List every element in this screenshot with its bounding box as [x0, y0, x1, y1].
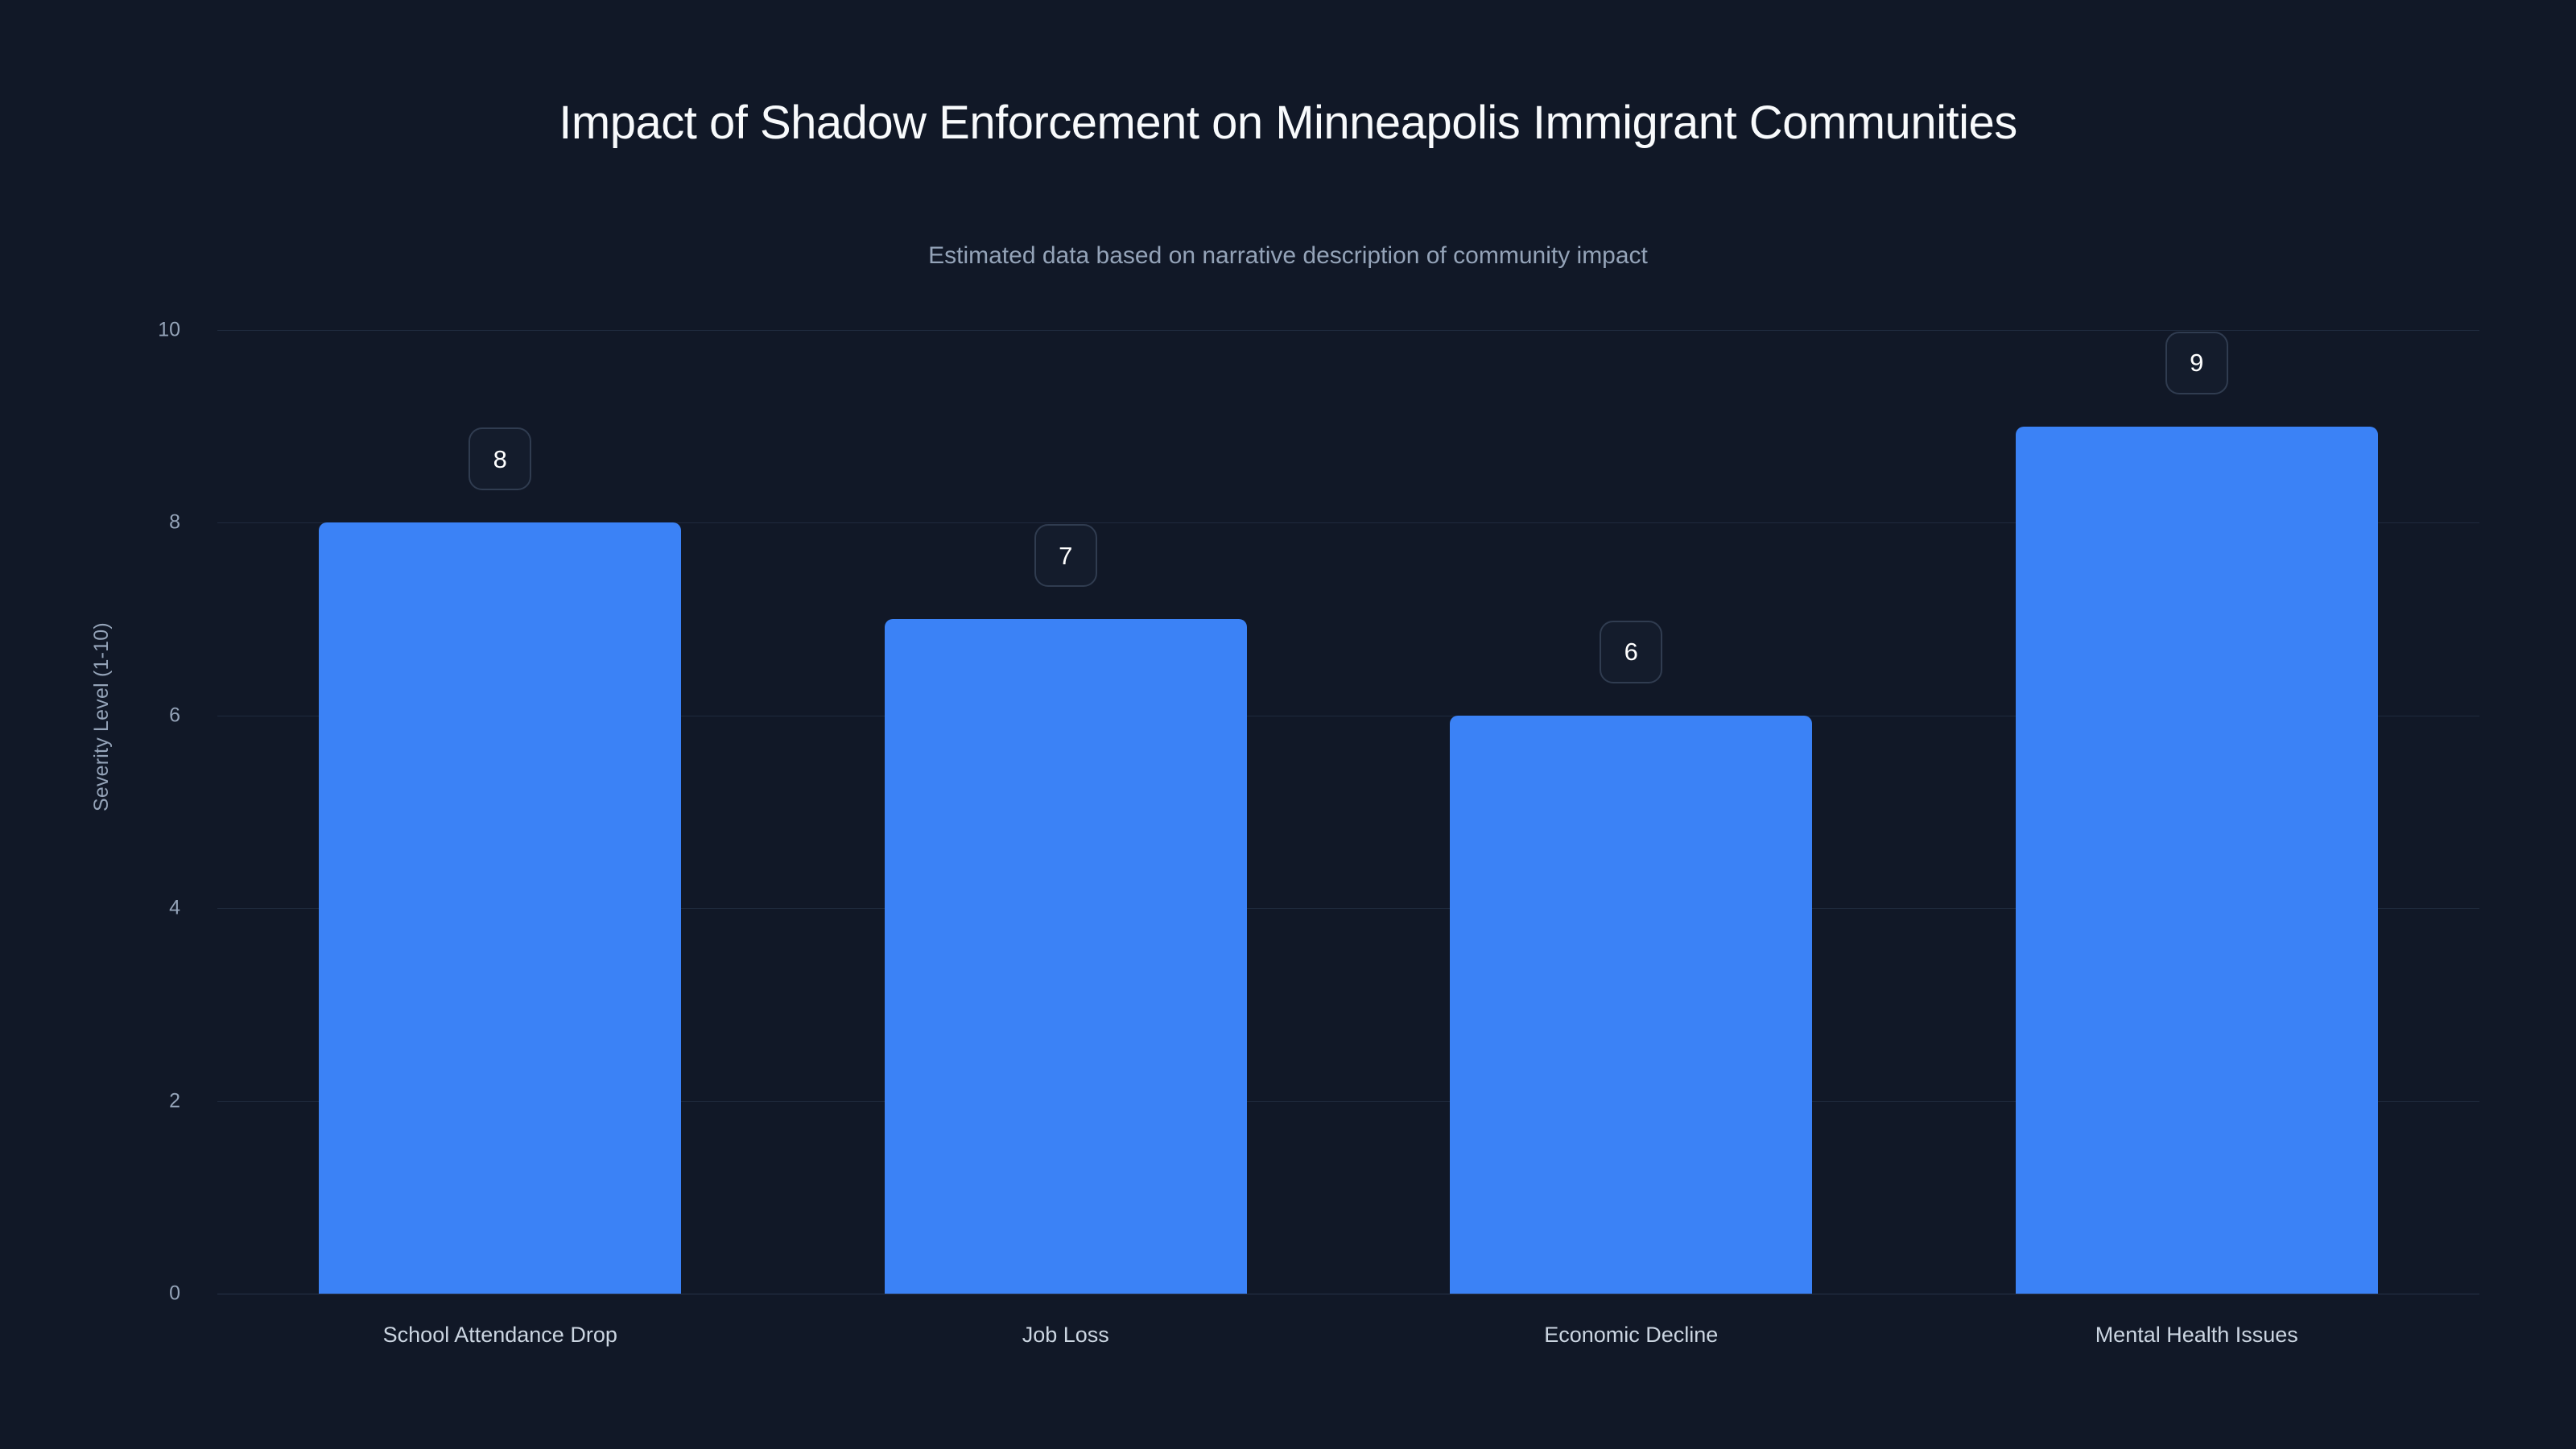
x-axis-tick-label: Job Loss — [1022, 1323, 1109, 1347]
bar-value-badge: 7 — [1034, 524, 1097, 588]
y-axis-tick-label: 0 — [169, 1282, 180, 1305]
y-axis-tick-label: 10 — [158, 318, 180, 341]
bar-1[interactable] — [319, 522, 682, 1294]
chart-subtitle: Estimated data based on narrative descri… — [928, 242, 1648, 269]
y-axis-tick-label: 8 — [169, 510, 180, 534]
chart-title: Impact of Shadow Enforcement on Minneapo… — [559, 97, 2017, 149]
y-axis-tick-label: 2 — [169, 1089, 180, 1113]
gridline — [217, 1100, 2479, 1102]
gridline — [217, 522, 2479, 524]
bar-value-badge: 8 — [469, 427, 532, 491]
bar-value-badge: 6 — [1600, 620, 1663, 683]
gridline — [217, 908, 2479, 910]
x-axis-tick-label: School Attendance Drop — [382, 1323, 617, 1347]
bar-3[interactable] — [1450, 715, 1813, 1294]
plot-area: 8 7 6 9 — [217, 330, 2479, 1294]
y-axis-tick-label: 6 — [169, 704, 180, 727]
x-axis-tick-label: Economic Decline — [1544, 1323, 1719, 1347]
bar-2[interactable] — [884, 619, 1247, 1294]
x-axis-tick-label: Mental Health Issues — [2095, 1323, 2298, 1347]
y-axis-tick-group: 10 8 6 4 2 0 — [0, 320, 201, 1303]
x-axis-tick-group: School Attendance Drop Job Loss Economic D… — [217, 1324, 2479, 1364]
bar-value-badge: 9 — [2165, 331, 2228, 394]
bar-4[interactable] — [2015, 426, 2378, 1294]
gridline — [217, 330, 2479, 331]
y-axis-tick-label: 4 — [169, 896, 180, 919]
